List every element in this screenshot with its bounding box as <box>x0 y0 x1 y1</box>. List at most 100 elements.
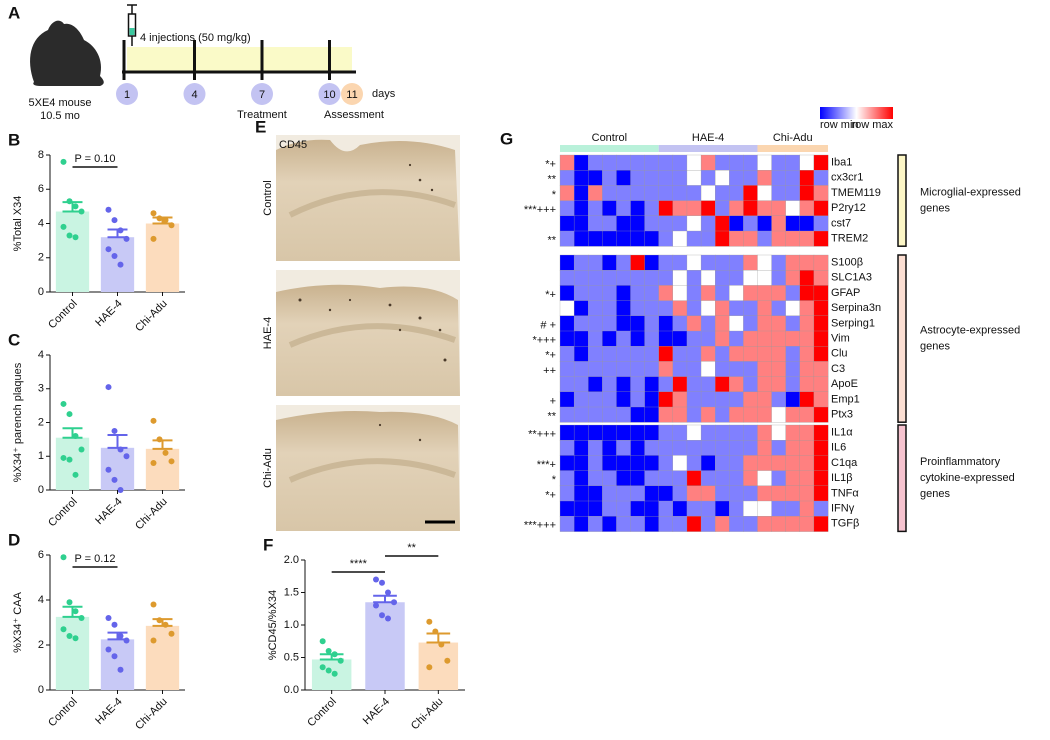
data-point <box>72 203 79 210</box>
panel-letter: E <box>255 117 266 136</box>
data-point <box>60 158 67 165</box>
heatmap-cell <box>799 285 815 301</box>
heatmap-cell <box>630 346 645 362</box>
gene-category-label: genes <box>920 341 950 353</box>
heatmap-cell <box>588 391 603 408</box>
y-tick-label: 2 <box>38 252 44 264</box>
data-point <box>105 206 112 213</box>
heatmap-cell <box>757 440 772 456</box>
heatmap-cell <box>686 516 702 532</box>
heatmap-cell <box>672 285 688 301</box>
heatmap-cell <box>559 391 575 408</box>
heatmap-cell <box>813 470 829 487</box>
heatmap-cell <box>559 215 575 232</box>
heatmap-cell <box>700 254 716 271</box>
heatmap-cell <box>559 154 575 171</box>
heatmap-cell <box>616 406 631 423</box>
data-point <box>162 621 169 628</box>
heatmap-cell <box>771 455 787 471</box>
data-point <box>426 664 433 671</box>
heatmap-cell <box>559 455 575 471</box>
significance-label: + <box>550 395 556 407</box>
significance-label: P = 0.10 <box>74 153 115 165</box>
heatmap-cell <box>573 346 589 362</box>
data-point <box>391 599 397 606</box>
heatmap-cell <box>672 270 688 286</box>
heatmap-cell <box>686 185 702 201</box>
heatmap-cell <box>785 470 801 487</box>
heatmap-cell <box>743 230 758 247</box>
heatmap-cell <box>559 170 575 186</box>
data-point <box>117 487 124 493</box>
heatmap-cell <box>644 315 660 332</box>
heatmap-cell <box>658 254 674 271</box>
heatmap-cell <box>715 391 730 408</box>
heatmap-cell <box>588 330 603 347</box>
heatmap-cell <box>799 361 815 377</box>
heatmap-cell <box>785 500 801 517</box>
gene-label: TNFα <box>831 487 859 499</box>
heatmap-cell <box>602 200 617 217</box>
bar <box>55 211 90 292</box>
heatmap-cell <box>743 270 758 286</box>
heatmap-cell <box>616 361 631 377</box>
heatmap-cell <box>757 361 772 377</box>
heatmap-cell <box>588 254 603 271</box>
significance-label: **** <box>350 558 368 570</box>
heatmap-cell <box>559 346 575 362</box>
heatmap-cell <box>743 300 758 317</box>
heatmap-cell <box>757 346 772 362</box>
heatmap-cell <box>813 154 829 171</box>
heatmap-cell <box>672 500 688 517</box>
significance-label: ***+++ <box>524 520 556 532</box>
heatmap-cell <box>757 270 772 286</box>
heatmap-cell <box>743 285 758 301</box>
data-point <box>331 651 338 658</box>
x-tick-label: Chi-Adu <box>133 496 170 533</box>
heatmap-cell <box>644 361 660 377</box>
y-tick-label: 6 <box>38 549 44 561</box>
heatmap-cell <box>757 485 772 502</box>
data-point <box>105 246 112 253</box>
heatmap-cell <box>700 270 716 286</box>
heatmap-cell <box>813 500 829 517</box>
heatmap-cell <box>785 376 801 393</box>
assessment-label: Assessment <box>324 109 384 121</box>
heatmap-cell <box>771 376 787 393</box>
data-point <box>78 615 85 621</box>
heatmap-cell <box>630 170 645 186</box>
heatmap-cell <box>573 406 589 423</box>
heatmap-cell <box>686 215 702 232</box>
y-axis-label: %Total X34 <box>12 196 24 252</box>
data-point <box>150 417 157 424</box>
heatmap-cell <box>602 285 617 301</box>
significance-label: P = 0.12 <box>74 553 115 565</box>
heatmap-cell <box>743 185 758 201</box>
heatmap-cell <box>700 330 716 347</box>
heatmap-cell <box>729 361 744 377</box>
heatmap-cell <box>672 215 688 232</box>
heatmap-cell <box>644 230 660 247</box>
heatmap-cell <box>672 516 688 532</box>
data-point <box>72 234 79 241</box>
heatmap-cell <box>658 376 674 393</box>
data-point <box>444 657 451 664</box>
panel-letter: D <box>8 530 20 549</box>
gene-label: S100β <box>831 257 863 269</box>
heatmap-cell <box>644 330 660 347</box>
heatmap-cell <box>630 516 645 532</box>
heatmap-cell <box>785 485 801 502</box>
day-marker <box>251 83 273 105</box>
y-tick-label: 4 <box>38 217 44 229</box>
heatmap-cell <box>799 470 815 487</box>
heatmap-cell <box>573 254 589 271</box>
day-label: 7 <box>259 89 265 101</box>
colorbar-label: row max <box>851 119 893 131</box>
data-point <box>150 601 157 608</box>
significance-label: * <box>552 189 557 201</box>
heatmap-cell <box>559 470 575 487</box>
heatmap-cell <box>715 154 730 171</box>
heatmap-cell <box>573 300 589 317</box>
data-point <box>72 608 79 615</box>
significance-label: ***+++ <box>524 204 556 216</box>
